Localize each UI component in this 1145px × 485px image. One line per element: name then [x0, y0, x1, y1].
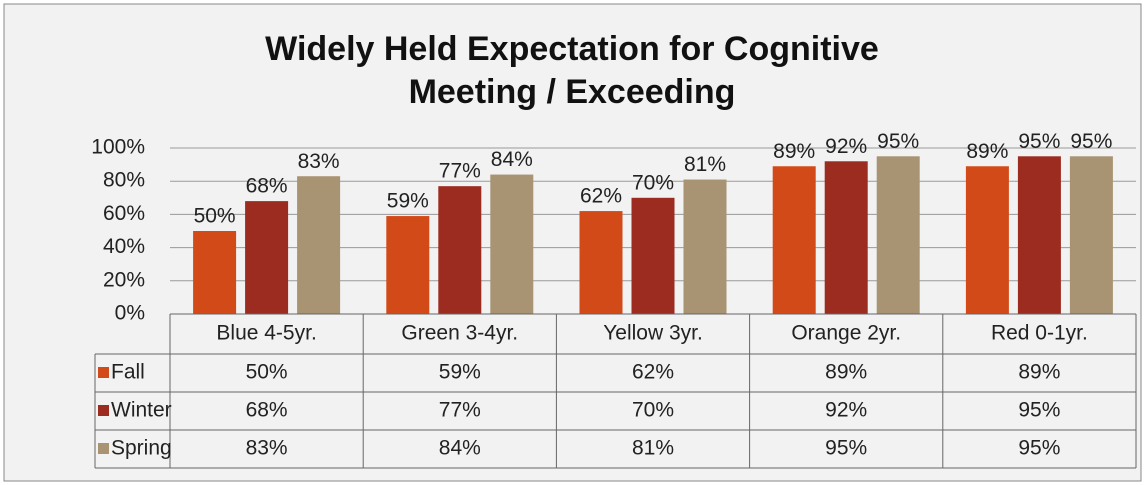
- data-label: 95%: [1018, 130, 1060, 153]
- bar: [193, 231, 237, 314]
- bar: [245, 201, 289, 314]
- data-label: 77%: [439, 160, 481, 183]
- data-label: 62%: [580, 185, 622, 208]
- bar: [876, 156, 920, 314]
- data-label: 89%: [966, 140, 1008, 163]
- data-label: 70%: [632, 171, 674, 194]
- y-tick-label: 100%: [91, 136, 145, 159]
- table-cell: 62%: [632, 361, 674, 384]
- table-cell: 83%: [246, 437, 288, 460]
- y-tick-label: 20%: [103, 268, 145, 291]
- table-cell: 59%: [439, 361, 481, 384]
- table-header: Blue 4-5yr.: [216, 322, 316, 345]
- chart-title: Widely Held Expectation for Cognitive Me…: [265, 30, 879, 111]
- y-tick-label: 60%: [103, 202, 145, 225]
- data-label: 68%: [246, 175, 288, 198]
- legend-label: Winter: [111, 399, 172, 422]
- table-cell: 84%: [439, 437, 481, 460]
- table-header: Red 0-1yr.: [991, 322, 1088, 345]
- bar: [438, 186, 482, 314]
- table-cell: 68%: [246, 399, 288, 422]
- table-cell: 50%: [246, 361, 288, 384]
- bar: [490, 174, 534, 314]
- table-cell: 92%: [825, 399, 867, 422]
- bar: [386, 216, 430, 314]
- table-cell: 70%: [632, 399, 674, 422]
- bar: [297, 176, 341, 314]
- bar: [1017, 156, 1061, 314]
- bar: [631, 197, 675, 314]
- table-cell: 95%: [1018, 437, 1060, 460]
- bar: [683, 179, 727, 314]
- y-tick-label: 80%: [103, 169, 145, 192]
- data-label: 92%: [825, 135, 867, 158]
- legend-marker: [98, 367, 109, 378]
- table-header: Orange 2yr.: [791, 322, 901, 345]
- table-cell: 95%: [1018, 399, 1060, 422]
- table-header: Green 3-4yr.: [401, 322, 518, 345]
- legend-marker: [98, 443, 109, 454]
- data-label: 95%: [877, 130, 919, 153]
- bar: [772, 166, 816, 314]
- table-header: Yellow 3yr.: [603, 322, 703, 345]
- y-tick-label: 40%: [103, 235, 145, 258]
- bar: [824, 161, 868, 314]
- data-label: 50%: [194, 205, 236, 228]
- bar: [579, 211, 623, 314]
- table-cell: 95%: [825, 437, 867, 460]
- legend-label: Spring: [111, 437, 172, 460]
- y-tick-label: 0%: [115, 302, 145, 325]
- data-label: 59%: [387, 190, 429, 213]
- table-cell: 77%: [439, 399, 481, 422]
- table-cell: 81%: [632, 437, 674, 460]
- data-label: 89%: [773, 140, 815, 163]
- data-label: 83%: [298, 150, 340, 173]
- table-cell: 89%: [825, 361, 867, 384]
- bar: [965, 166, 1009, 314]
- legend-label: Fall: [111, 361, 145, 384]
- table-cell: 89%: [1018, 361, 1060, 384]
- legend-marker: [98, 405, 109, 416]
- data-label: 84%: [491, 148, 533, 171]
- bar: [1069, 156, 1113, 314]
- data-label: 95%: [1070, 130, 1112, 153]
- data-label: 81%: [684, 153, 726, 176]
